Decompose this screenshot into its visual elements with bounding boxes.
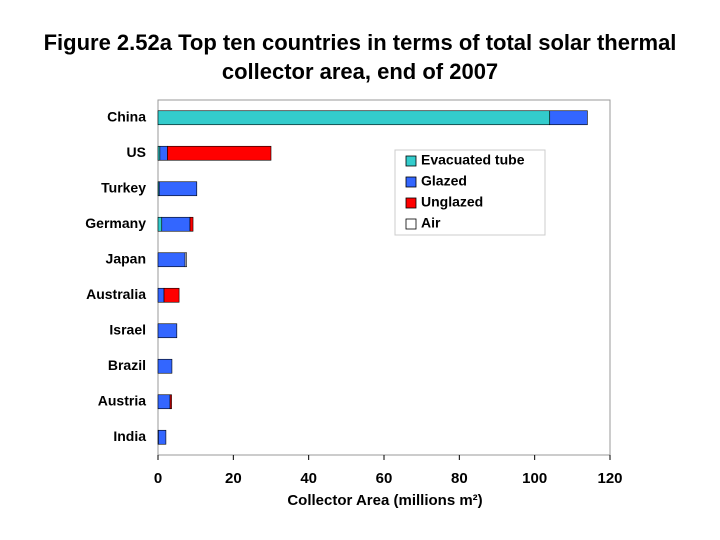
x-tick-label: 40 xyxy=(300,470,317,487)
bar-segment xyxy=(159,145,168,161)
legend-label: Air xyxy=(421,215,441,231)
x-axis-label: Collector Area (millions m²) xyxy=(287,492,482,509)
bar-segment xyxy=(158,429,167,445)
y-tick-label: Turkey xyxy=(101,179,146,195)
y-tick-label: Austria xyxy=(98,392,146,408)
bar-segment xyxy=(157,216,163,232)
y-tick-label: Israel xyxy=(109,321,146,337)
bar-segment xyxy=(157,110,551,126)
bar-segment xyxy=(169,394,172,410)
y-tick-label: India xyxy=(113,428,146,444)
y-tick-label: Australia xyxy=(86,286,146,302)
bar-segment xyxy=(184,252,187,268)
bar-segment xyxy=(157,323,178,339)
legend-label: Glazed xyxy=(421,173,467,189)
y-tick-label: Brazil xyxy=(108,357,146,373)
legend-swatch xyxy=(405,155,417,167)
y-tick-label: China xyxy=(107,108,146,124)
bar-segment xyxy=(157,394,171,410)
x-tick-label: 120 xyxy=(597,470,622,487)
bar-segment xyxy=(158,181,198,197)
bar-segment xyxy=(161,216,191,232)
x-tick-label: 100 xyxy=(522,470,547,487)
bar-segment xyxy=(549,110,588,126)
y-tick-label: Japan xyxy=(106,250,146,266)
x-tick-label: 0 xyxy=(154,470,162,487)
y-tick-label: US xyxy=(127,144,146,160)
legend-swatch xyxy=(405,218,417,230)
legend-swatch xyxy=(405,176,417,188)
bar-segment xyxy=(157,252,186,268)
y-tick-label: Germany xyxy=(85,215,146,231)
legend-label: Evacuated tube xyxy=(421,152,525,168)
x-tick-label: 60 xyxy=(376,470,393,487)
legend-swatch xyxy=(405,197,417,209)
bar-segment xyxy=(157,287,165,303)
legend-box xyxy=(394,149,546,236)
bar-segment xyxy=(189,216,194,232)
x-tick-label: 80 xyxy=(451,470,468,487)
bar-segment xyxy=(163,287,180,303)
bar-segment xyxy=(167,145,272,161)
bar-segment xyxy=(157,358,173,374)
legend-label: Unglazed xyxy=(421,194,483,210)
chart-title: Figure 2.52a Top ten countries in terms … xyxy=(43,30,677,84)
x-tick-label: 20 xyxy=(225,470,242,487)
